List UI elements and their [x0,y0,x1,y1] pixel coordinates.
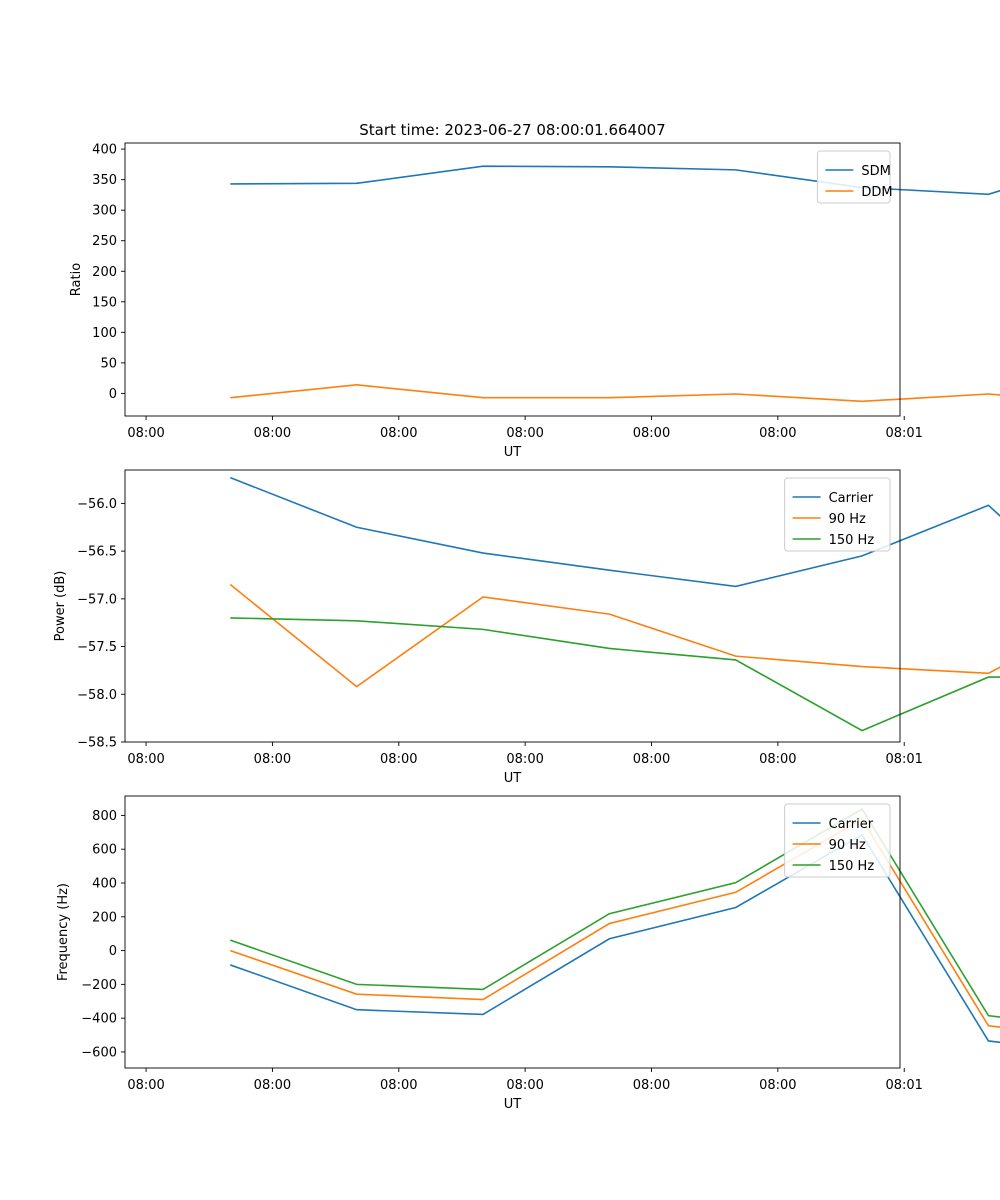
series-line-sdm [230,165,1000,196]
legend-entry: 150 Hz [829,533,875,548]
y-tick-label: −56.0 [77,497,117,512]
x-tick-label: 08:00 [633,752,670,767]
y-tick-label: 250 [92,234,117,249]
y-tick-label: −600 [81,1045,117,1060]
x-tick-label: 08:00 [127,426,164,441]
subplot-2: 08:00 08:00 08:00 08:00 08:00 08:00 08:01 −56.0… [53,469,1000,786]
series-line-carrier [230,833,1000,1044]
y-axis-label: Frequency (Hz) [56,883,71,981]
legend-entry: Carrier [829,817,874,832]
legend: Carrier 90 Hz 150 Hz [784,803,891,878]
y-tick-label: 350 [92,173,117,188]
legend-entry: 90 Hz [829,838,866,853]
axes-frame [124,795,901,1069]
y-tick-label: 300 [92,204,117,219]
x-tick-label: 08:01 [885,752,922,767]
x-axis-label: UT [504,445,522,460]
x-tick-label: 08:00 [127,1078,164,1093]
series-line-carrier [230,476,1000,588]
y-tick-label: 600 [92,843,117,858]
subplot-3: 08:00 08:00 08:00 08:00 08:00 08:00 08:01 800 60… [56,795,1000,1112]
y-tick-label: 50 [100,356,117,371]
y-tick-label: 200 [92,910,117,925]
x-tick-label: 08:00 [759,752,796,767]
series-line-ddm [230,384,1000,403]
series-line-90-hz [229,583,1000,688]
axes-frame [124,142,901,417]
y-axis-label: Ratio [69,263,84,296]
y-tick-label: −57.0 [77,592,117,607]
legend-entry: 90 Hz [829,512,866,527]
y-axis-label: Power (dB) [53,571,68,642]
y-tick-label: −200 [81,978,117,993]
x-tick-label: 08:01 [885,426,922,441]
y-tick-label: 400 [92,877,117,892]
x-tick-label: 08:00 [506,1078,543,1093]
legend-entry: SDM [861,164,890,179]
y-tick-label: 800 [92,809,117,824]
x-tick-label: 08:00 [254,1078,291,1093]
y-tick-label: −57.5 [77,640,117,655]
x-tick-label: 08:00 [506,426,543,441]
x-tick-label: 08:00 [380,426,417,441]
series-line-90-hz [230,818,1000,1028]
x-tick-label: 08:00 [759,1078,796,1093]
legend-entry: 150 Hz [829,859,875,874]
y-tick-label: 200 [92,265,117,280]
legend-entry: Carrier [829,491,874,506]
legend-entry: DDM [861,185,892,200]
x-tick-label: 08:00 [254,752,291,767]
x-tick-label: 08:00 [633,1078,670,1093]
legend: SDM DDM [816,150,893,204]
x-axis-label: UT [504,1097,522,1112]
y-tick-label: 0 [109,387,117,402]
legend-box [816,150,891,204]
x-tick-label: 08:00 [127,752,164,767]
y-tick-label: −58.0 [77,688,117,703]
x-tick-label: 08:00 [759,426,796,441]
y-tick-label: −56.5 [77,545,117,560]
series-line-150-hz [230,807,1000,1018]
y-tick-label: −58.5 [77,736,117,751]
axes-frame [124,469,901,743]
x-tick-label: 08:00 [633,426,670,441]
subplot-1: 08:00 08:00 08:00 08:00 08:00 08:00 08:01 0 50 10… [69,142,1000,460]
series-line-150-hz [230,617,1000,732]
legend: Carrier 90 Hz 150 Hz [784,477,891,552]
y-tick-label: 150 [92,295,117,310]
y-tick-label: −400 [81,1012,117,1027]
y-tick-label: 400 [92,143,117,158]
x-tick-label: 08:00 [380,752,417,767]
y-tick-label: 0 [109,944,117,959]
x-tick-label: 08:00 [254,426,291,441]
x-tick-label: 08:00 [506,752,543,767]
y-tick-label: 100 [92,326,117,341]
x-axis-label: UT [504,771,522,786]
chart-title: Start time: 2023-06-27 08:00:01.664007 [359,121,665,139]
x-tick-label: 08:01 [885,1078,922,1093]
x-tick-label: 08:00 [380,1078,417,1093]
